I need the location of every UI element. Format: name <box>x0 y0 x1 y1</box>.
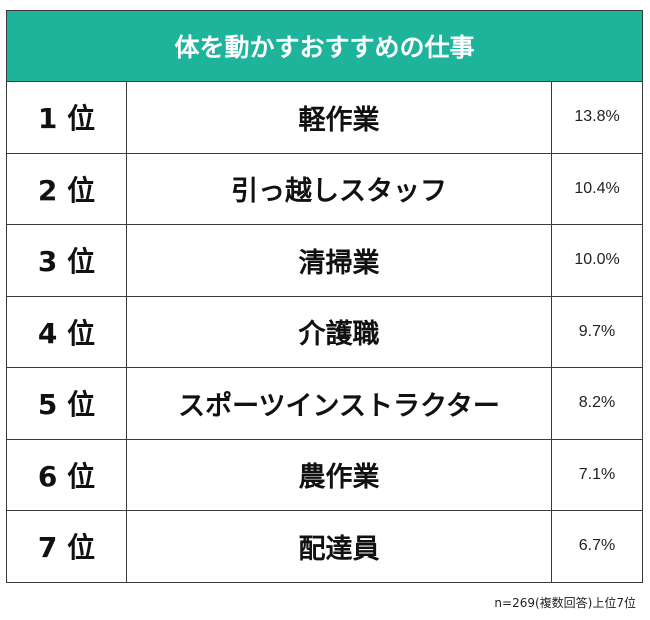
percent-value: 10.0% <box>550 224 644 297</box>
table-row: 6 位農作業 7.1% <box>6 438 644 511</box>
table-row: 5 位スポーツインストラクター 8.2% <box>6 367 644 440</box>
percent-value: 10.4% <box>550 152 644 225</box>
table-row: 4 位介護職 9.7% <box>6 295 644 368</box>
job-name: 引っ越しスタッフ <box>126 152 552 225</box>
table-row: 7 位配達員 6.7% <box>6 510 644 583</box>
job-name: 介護職 <box>126 295 552 368</box>
table-row: 1 位軽作業 13.8% <box>6 81 644 154</box>
rank-label: 2 位 <box>6 152 127 225</box>
rank-label: 7 位 <box>6 510 127 583</box>
job-name: 配達員 <box>126 510 552 583</box>
rank-label: 3 位 <box>6 224 127 297</box>
header-row: 体を動かすおすすめの仕事 <box>5 10 644 82</box>
rank-label: 4 位 <box>6 295 127 368</box>
percent-value: 8.2% <box>550 367 644 440</box>
rank-label: 6 位 <box>6 438 127 511</box>
percent-value: 6.7% <box>550 510 644 583</box>
table-row: 2 位引っ越しスタッフ 10.4% <box>6 152 644 225</box>
sample-note: n=269(複数回答)上位7位 <box>494 596 636 610</box>
rank-label: 5 位 <box>6 367 127 440</box>
job-name: 軽作業 <box>126 81 552 154</box>
job-name: スポーツインストラクター <box>126 367 552 440</box>
percent-value: 7.1% <box>550 438 644 511</box>
job-name: 農作業 <box>126 438 552 511</box>
job-name: 清掃業 <box>126 224 552 297</box>
percent-value: 9.7% <box>550 295 644 368</box>
percent-value: 13.8% <box>550 81 644 154</box>
ranking-table: 体を動かすおすすめの仕事 1 位軽作業 13.8% 2 位引っ越しスタッフ 10.4%… <box>5 10 644 583</box>
table-title: 体を動かすおすすめの仕事 <box>5 10 644 82</box>
rank-label: 1 位 <box>6 81 127 154</box>
table-row: 3 位清掃業 10.0% <box>6 224 644 297</box>
